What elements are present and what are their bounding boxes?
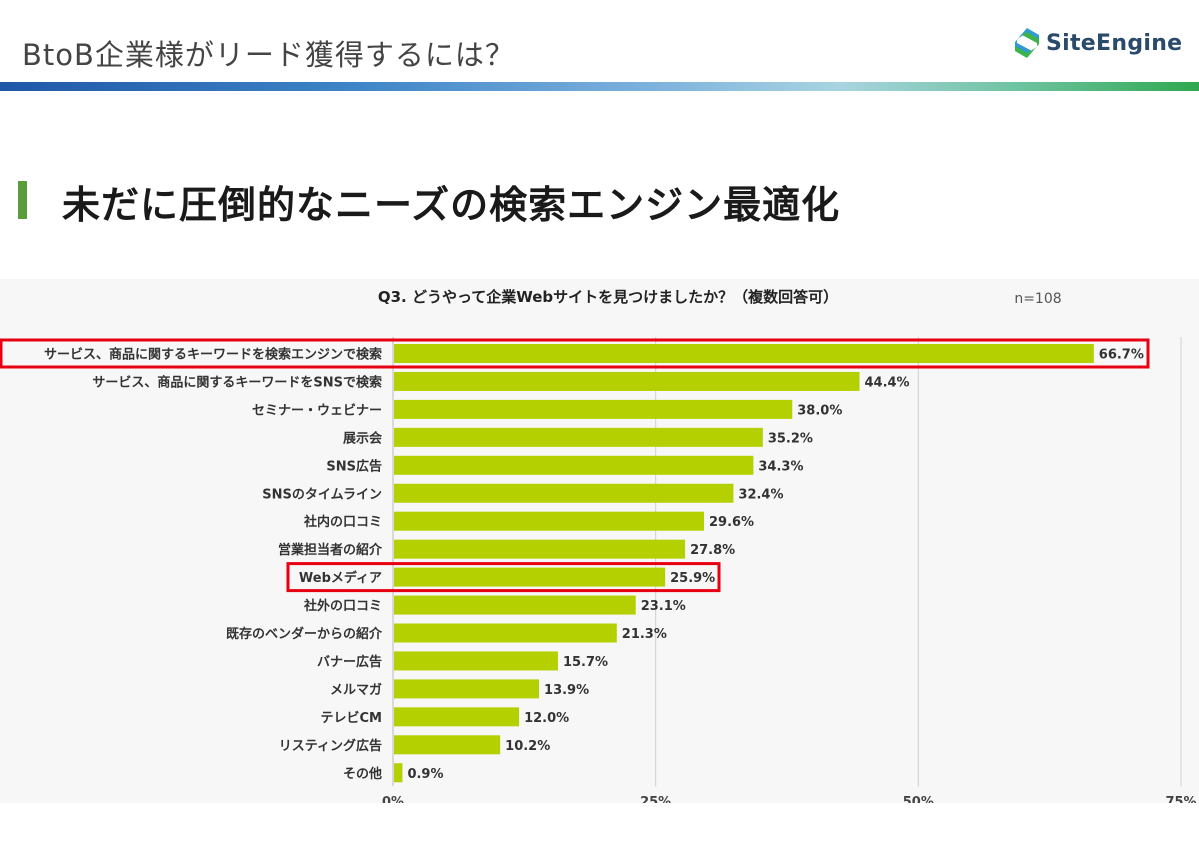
section-marker xyxy=(18,181,27,219)
value-label: 34.3% xyxy=(758,459,803,474)
bar xyxy=(394,763,403,783)
bar xyxy=(394,651,558,671)
chart-title: Q3. どうやって企業Webサイトを見つけましたか？（複数回答可） xyxy=(378,288,838,306)
value-label: 23.1% xyxy=(641,599,686,614)
bar xyxy=(394,427,763,447)
value-label: 29.6% xyxy=(709,515,754,530)
category-label: 展示会 xyxy=(343,430,383,446)
highlight-box xyxy=(0,338,1150,369)
header-title: BtoB企業様がリード獲得するには？ xyxy=(22,38,515,72)
section-title: 未だに圧倒的なニーズの検索エンジン最適化 xyxy=(62,183,841,227)
category-label: Webメディア xyxy=(299,570,382,586)
bar-chart: Q3. どうやって企業Webサイトを見つけましたか？（複数回答可） n=108 … xyxy=(0,288,1197,803)
category-label: サービス、商品に関するキーワードをSNSで検索 xyxy=(92,374,382,390)
site-engine-logo[interactable]: SiteEngine xyxy=(1012,22,1182,64)
bar xyxy=(394,679,540,699)
value-label: 25.9% xyxy=(670,571,715,586)
value-label: 27.8% xyxy=(690,543,735,558)
category-label: サービス、商品に関するキーワードを検索エンジンで検索 xyxy=(44,347,382,363)
bar xyxy=(394,371,860,391)
x-tick-label: 50% xyxy=(903,795,934,803)
bar xyxy=(394,539,686,559)
category-label: 既存のベンダーからの紹介 xyxy=(226,626,383,642)
sample-size: n=108 xyxy=(1014,291,1061,307)
highlight-box xyxy=(286,562,721,593)
value-label: 32.4% xyxy=(738,487,783,502)
value-label: 10.2% xyxy=(505,739,550,754)
value-label: 12.0% xyxy=(524,711,569,726)
header-gradient-bar xyxy=(0,82,1199,91)
category-label: テレビCM xyxy=(321,710,382,726)
category-label: 社外の口コミ xyxy=(303,598,382,614)
category-label: SNSのタイムライン xyxy=(262,487,382,502)
bar xyxy=(394,707,520,727)
bar xyxy=(394,567,666,587)
category-label: 営業担当者の紹介 xyxy=(278,542,383,558)
category-label: リスティング広告 xyxy=(279,738,382,754)
logo-text: SiteEngine xyxy=(1046,30,1183,56)
value-label: 44.4% xyxy=(864,375,909,390)
category-label: SNS広告 xyxy=(326,458,382,474)
bar xyxy=(394,595,636,615)
x-tick-label: 75% xyxy=(1165,795,1196,803)
category-label: 社内の口コミ xyxy=(303,514,382,530)
value-label: 21.3% xyxy=(622,627,667,642)
value-label: 0.9% xyxy=(407,767,443,782)
category-label: セミナー・ウェビナー xyxy=(252,402,382,418)
category-label: メルマガ xyxy=(330,683,382,698)
bar xyxy=(394,511,704,531)
bar xyxy=(394,623,617,643)
site-engine-logo-icon xyxy=(1015,28,1039,58)
bar xyxy=(394,455,754,475)
value-label: 38.0% xyxy=(797,403,842,418)
value-label: 13.9% xyxy=(544,683,589,698)
value-label: 35.2% xyxy=(768,431,813,446)
category-label: その他 xyxy=(343,766,382,782)
x-tick-label: 25% xyxy=(640,795,671,803)
bar xyxy=(394,483,734,503)
value-label: 15.7% xyxy=(563,655,608,670)
bar xyxy=(394,344,1094,363)
bar xyxy=(394,399,793,419)
bar xyxy=(394,735,501,755)
category-label: バナー広告 xyxy=(317,654,382,670)
x-tick-label: 0% xyxy=(382,795,404,803)
value-label: 66.7% xyxy=(1099,348,1144,363)
